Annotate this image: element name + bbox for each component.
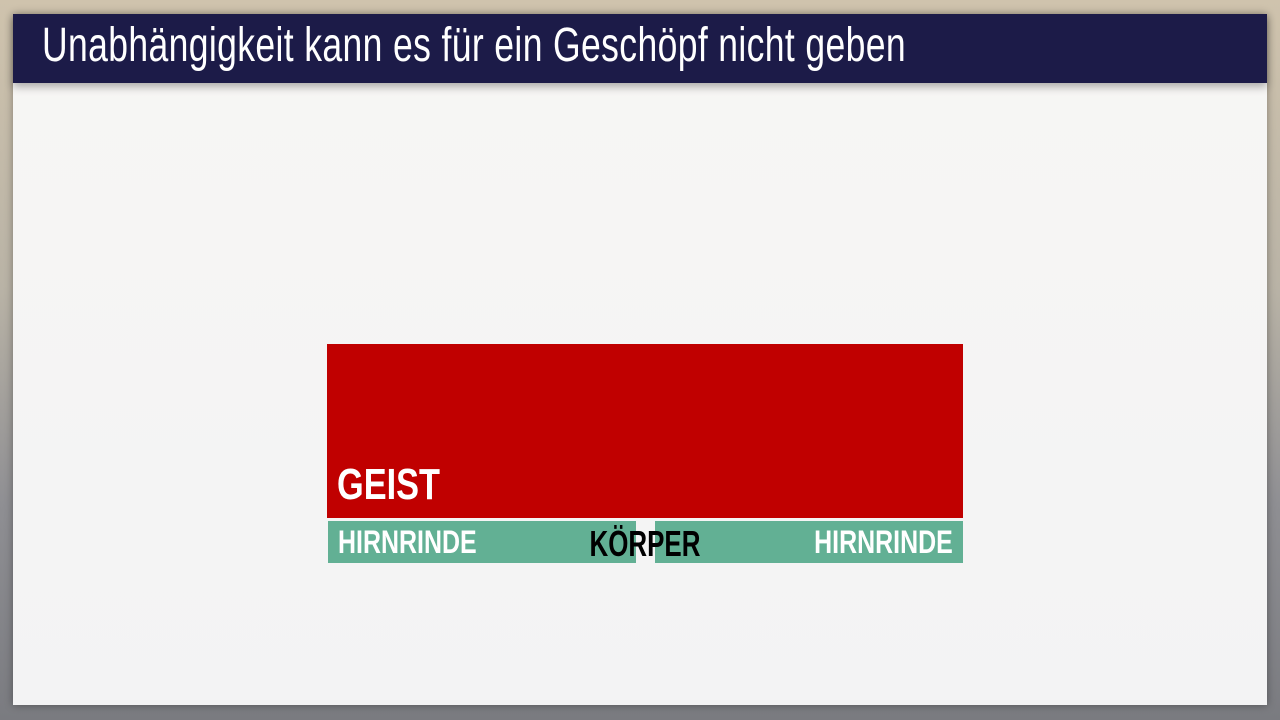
right-cortex-label: HIRNRINDE	[814, 524, 953, 560]
slide-title: Unabhängigkeit kann es für ein Geschöpf …	[42, 19, 907, 72]
geist-label: GEIST	[337, 460, 440, 509]
body-label: KÖRPER	[589, 523, 701, 564]
title-bar	[13, 14, 1267, 83]
geist-block: GEIST	[327, 344, 963, 518]
left-cortex-label: HIRNRINDE	[338, 524, 477, 560]
left-cortex-bar	[328, 521, 636, 563]
right-cortex-bar	[655, 521, 963, 563]
